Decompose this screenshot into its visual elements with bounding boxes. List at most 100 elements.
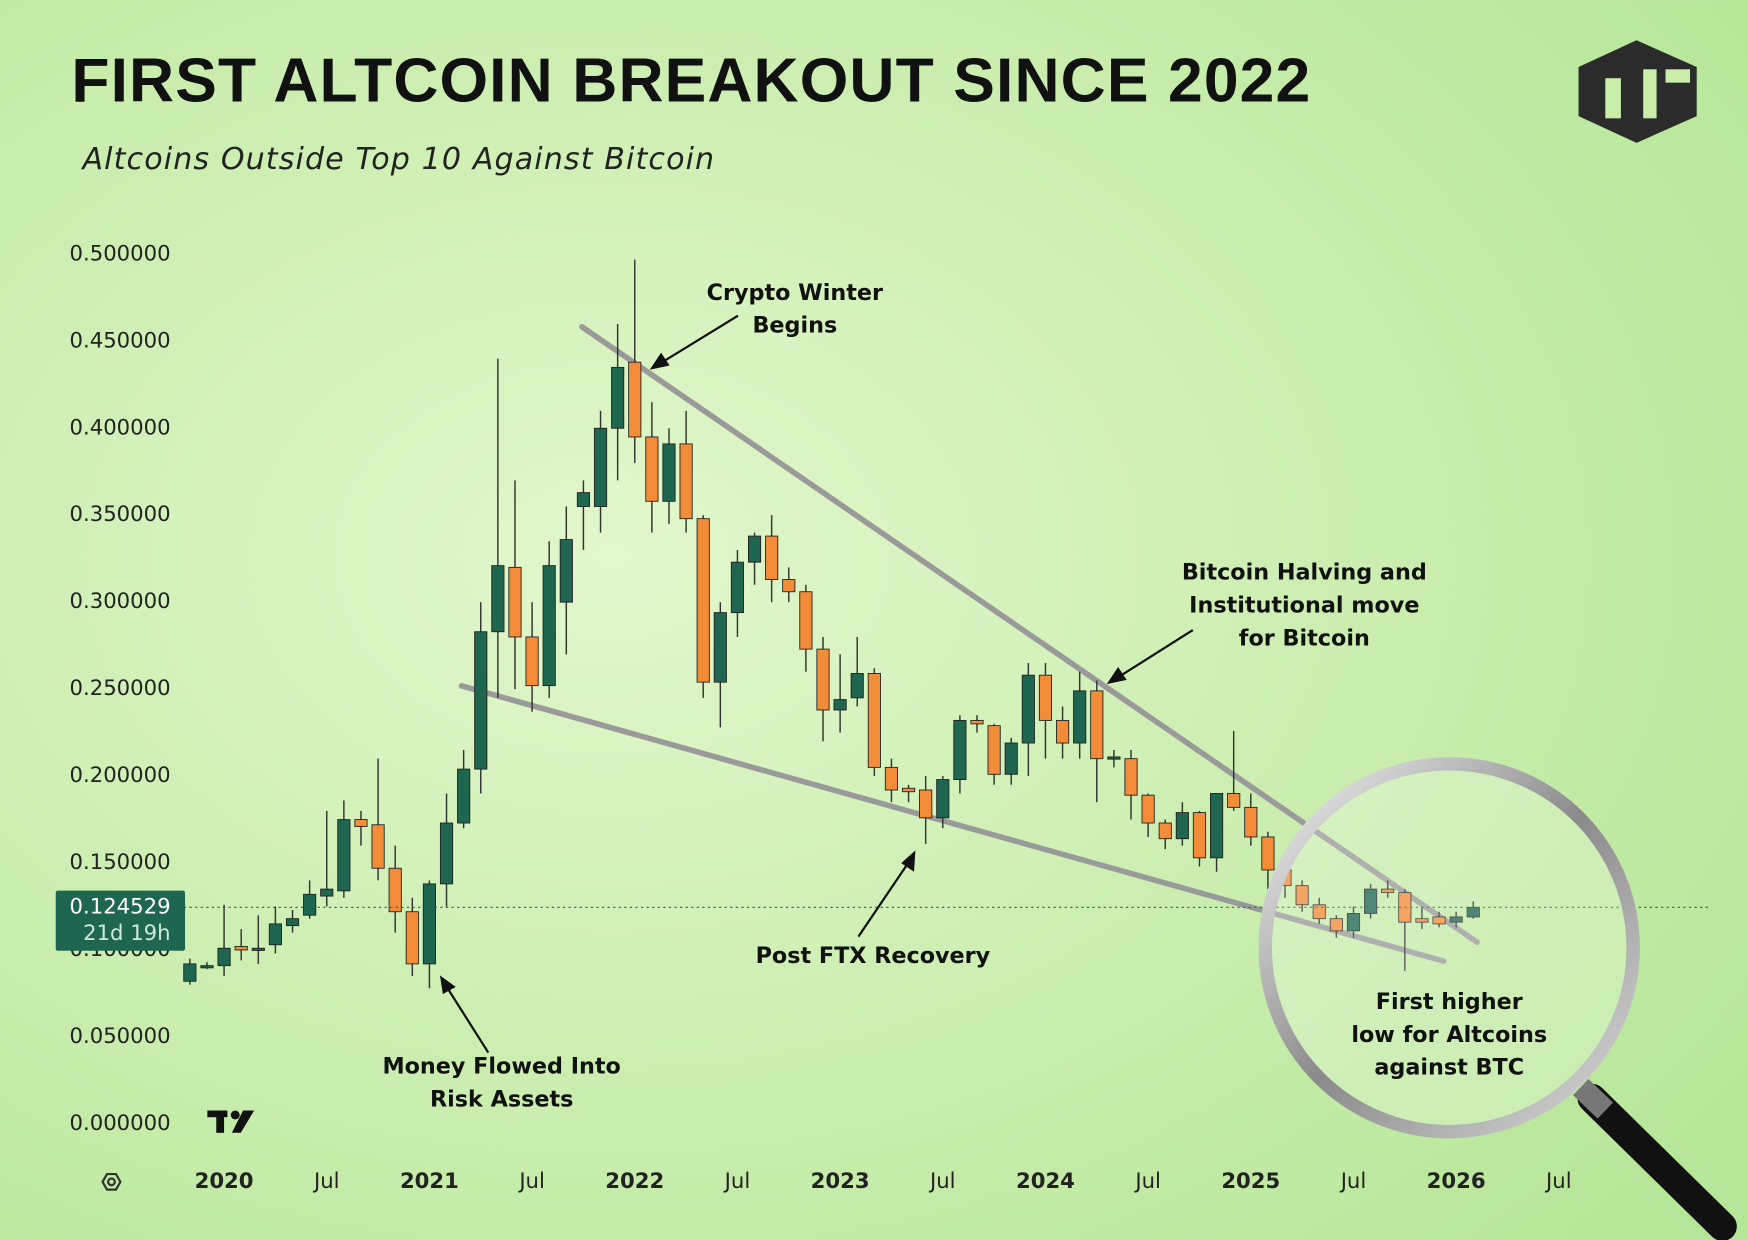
y-tick-label: 0.500000 xyxy=(70,240,171,265)
candle-body xyxy=(1073,690,1087,744)
x-tick-label: 2021 xyxy=(400,1168,459,1193)
y-tick-label: 0.200000 xyxy=(70,762,171,787)
y-tick-label: 0.150000 xyxy=(70,849,171,874)
annotation: against BTC xyxy=(1374,1055,1524,1081)
candle-body xyxy=(782,579,796,593)
candle-body xyxy=(884,766,899,791)
candle-body xyxy=(542,565,556,687)
candle-body xyxy=(559,539,573,603)
candle-body xyxy=(439,822,454,885)
brand-logo xyxy=(1578,40,1697,143)
candle-body xyxy=(474,631,488,770)
candle-body xyxy=(1192,812,1207,859)
candle-body xyxy=(508,566,522,638)
chart-subtitle: Altcoins Outside Top 10 Against Bitcoin xyxy=(80,142,715,177)
x-tick-label: Jul xyxy=(517,1168,545,1193)
candle-body xyxy=(303,893,317,916)
candle-body xyxy=(457,768,471,824)
candle-body xyxy=(285,918,300,927)
candle-body xyxy=(337,819,351,892)
settings-icon xyxy=(101,1172,122,1191)
candle-body xyxy=(371,824,385,869)
candle-body xyxy=(1209,793,1224,859)
candle-body xyxy=(576,492,591,507)
candle-body xyxy=(1312,904,1326,920)
candle-body xyxy=(320,888,334,897)
candle-body xyxy=(645,436,659,502)
candle-body xyxy=(1381,888,1395,894)
candle-body xyxy=(611,366,625,429)
candle-body xyxy=(388,867,402,913)
candle-body xyxy=(1107,756,1121,760)
axes: 0.0000000.0500000.1000000.1500000.200000… xyxy=(70,240,1572,1193)
x-tick-label: 2023 xyxy=(811,1168,870,1193)
candle-body xyxy=(268,923,282,946)
candle-body xyxy=(679,443,693,520)
candle-body xyxy=(200,965,214,969)
x-tick-label: Jul xyxy=(1339,1168,1367,1193)
candle-body xyxy=(867,673,881,768)
candle-body xyxy=(1449,916,1463,923)
candle-body xyxy=(970,719,984,725)
candle-body xyxy=(251,947,265,951)
candle-body xyxy=(1295,885,1309,906)
candle-body xyxy=(1244,806,1258,838)
x-tick-label: Jul xyxy=(312,1168,340,1193)
x-tick-label: Jul xyxy=(1544,1168,1572,1193)
candle-body xyxy=(593,427,608,507)
candle-body xyxy=(183,963,197,982)
candle-body xyxy=(696,518,710,683)
candle-body xyxy=(1158,822,1172,840)
magnifier xyxy=(1258,757,1737,1240)
candle-body xyxy=(1175,812,1189,840)
candle-body xyxy=(765,535,779,581)
candle-body xyxy=(1004,742,1018,775)
candle-body xyxy=(901,787,916,793)
candle-body xyxy=(1346,913,1361,932)
annotation: Post FTX Recovery xyxy=(756,943,991,969)
annotation: Crypto Winter xyxy=(707,280,883,306)
annotation: Institutional move xyxy=(1189,593,1419,619)
candle-body xyxy=(747,535,762,563)
chart-title: FIRST ALTCOIN BREAKOUT SINCE 2022 xyxy=(71,45,1311,115)
trend-lines xyxy=(458,324,1480,964)
x-tick-label: 2025 xyxy=(1221,1168,1280,1193)
y-tick-label: 0.000000 xyxy=(70,1110,171,1135)
candle-body xyxy=(1090,690,1104,760)
annotation: for Bitcoin xyxy=(1239,625,1370,651)
y-tick-label: 0.250000 xyxy=(70,675,171,700)
y-tick-label: 0.350000 xyxy=(70,501,171,526)
x-tick-label: 2020 xyxy=(195,1168,254,1193)
candle-body xyxy=(662,443,676,502)
annotation: low for Altcoins xyxy=(1351,1022,1547,1048)
candle-body xyxy=(1227,793,1241,808)
last-price-box xyxy=(55,890,186,951)
y-tick-label: 0.300000 xyxy=(70,588,171,613)
x-tick-label: Jul xyxy=(723,1168,751,1193)
tradingview-mark xyxy=(207,1110,255,1133)
annotation: First higher xyxy=(1376,989,1523,1015)
candle-body xyxy=(1141,794,1155,824)
candle-body xyxy=(491,565,505,633)
candle-body xyxy=(422,883,436,965)
arrows xyxy=(439,314,1194,1054)
candle-body xyxy=(730,561,745,614)
x-tick-label: 2022 xyxy=(605,1168,664,1193)
candle-body xyxy=(1038,674,1053,721)
candle-body xyxy=(525,636,539,687)
candle-body xyxy=(1021,674,1035,744)
candle-body xyxy=(987,725,1001,775)
y-tick-label: 0.450000 xyxy=(70,327,171,352)
annotation: Begins xyxy=(752,313,837,339)
annotation: Money Flowed Into xyxy=(382,1054,620,1080)
annotation: Bitcoin Halving and xyxy=(1182,560,1427,586)
candle-body xyxy=(1124,758,1138,796)
candle-body xyxy=(354,819,368,827)
candle-body xyxy=(217,947,231,967)
candle-body xyxy=(953,719,967,780)
annotations: Crypto Winter Begins Bitcoin Halving and In… xyxy=(382,280,1547,1113)
candle-body xyxy=(713,612,727,683)
